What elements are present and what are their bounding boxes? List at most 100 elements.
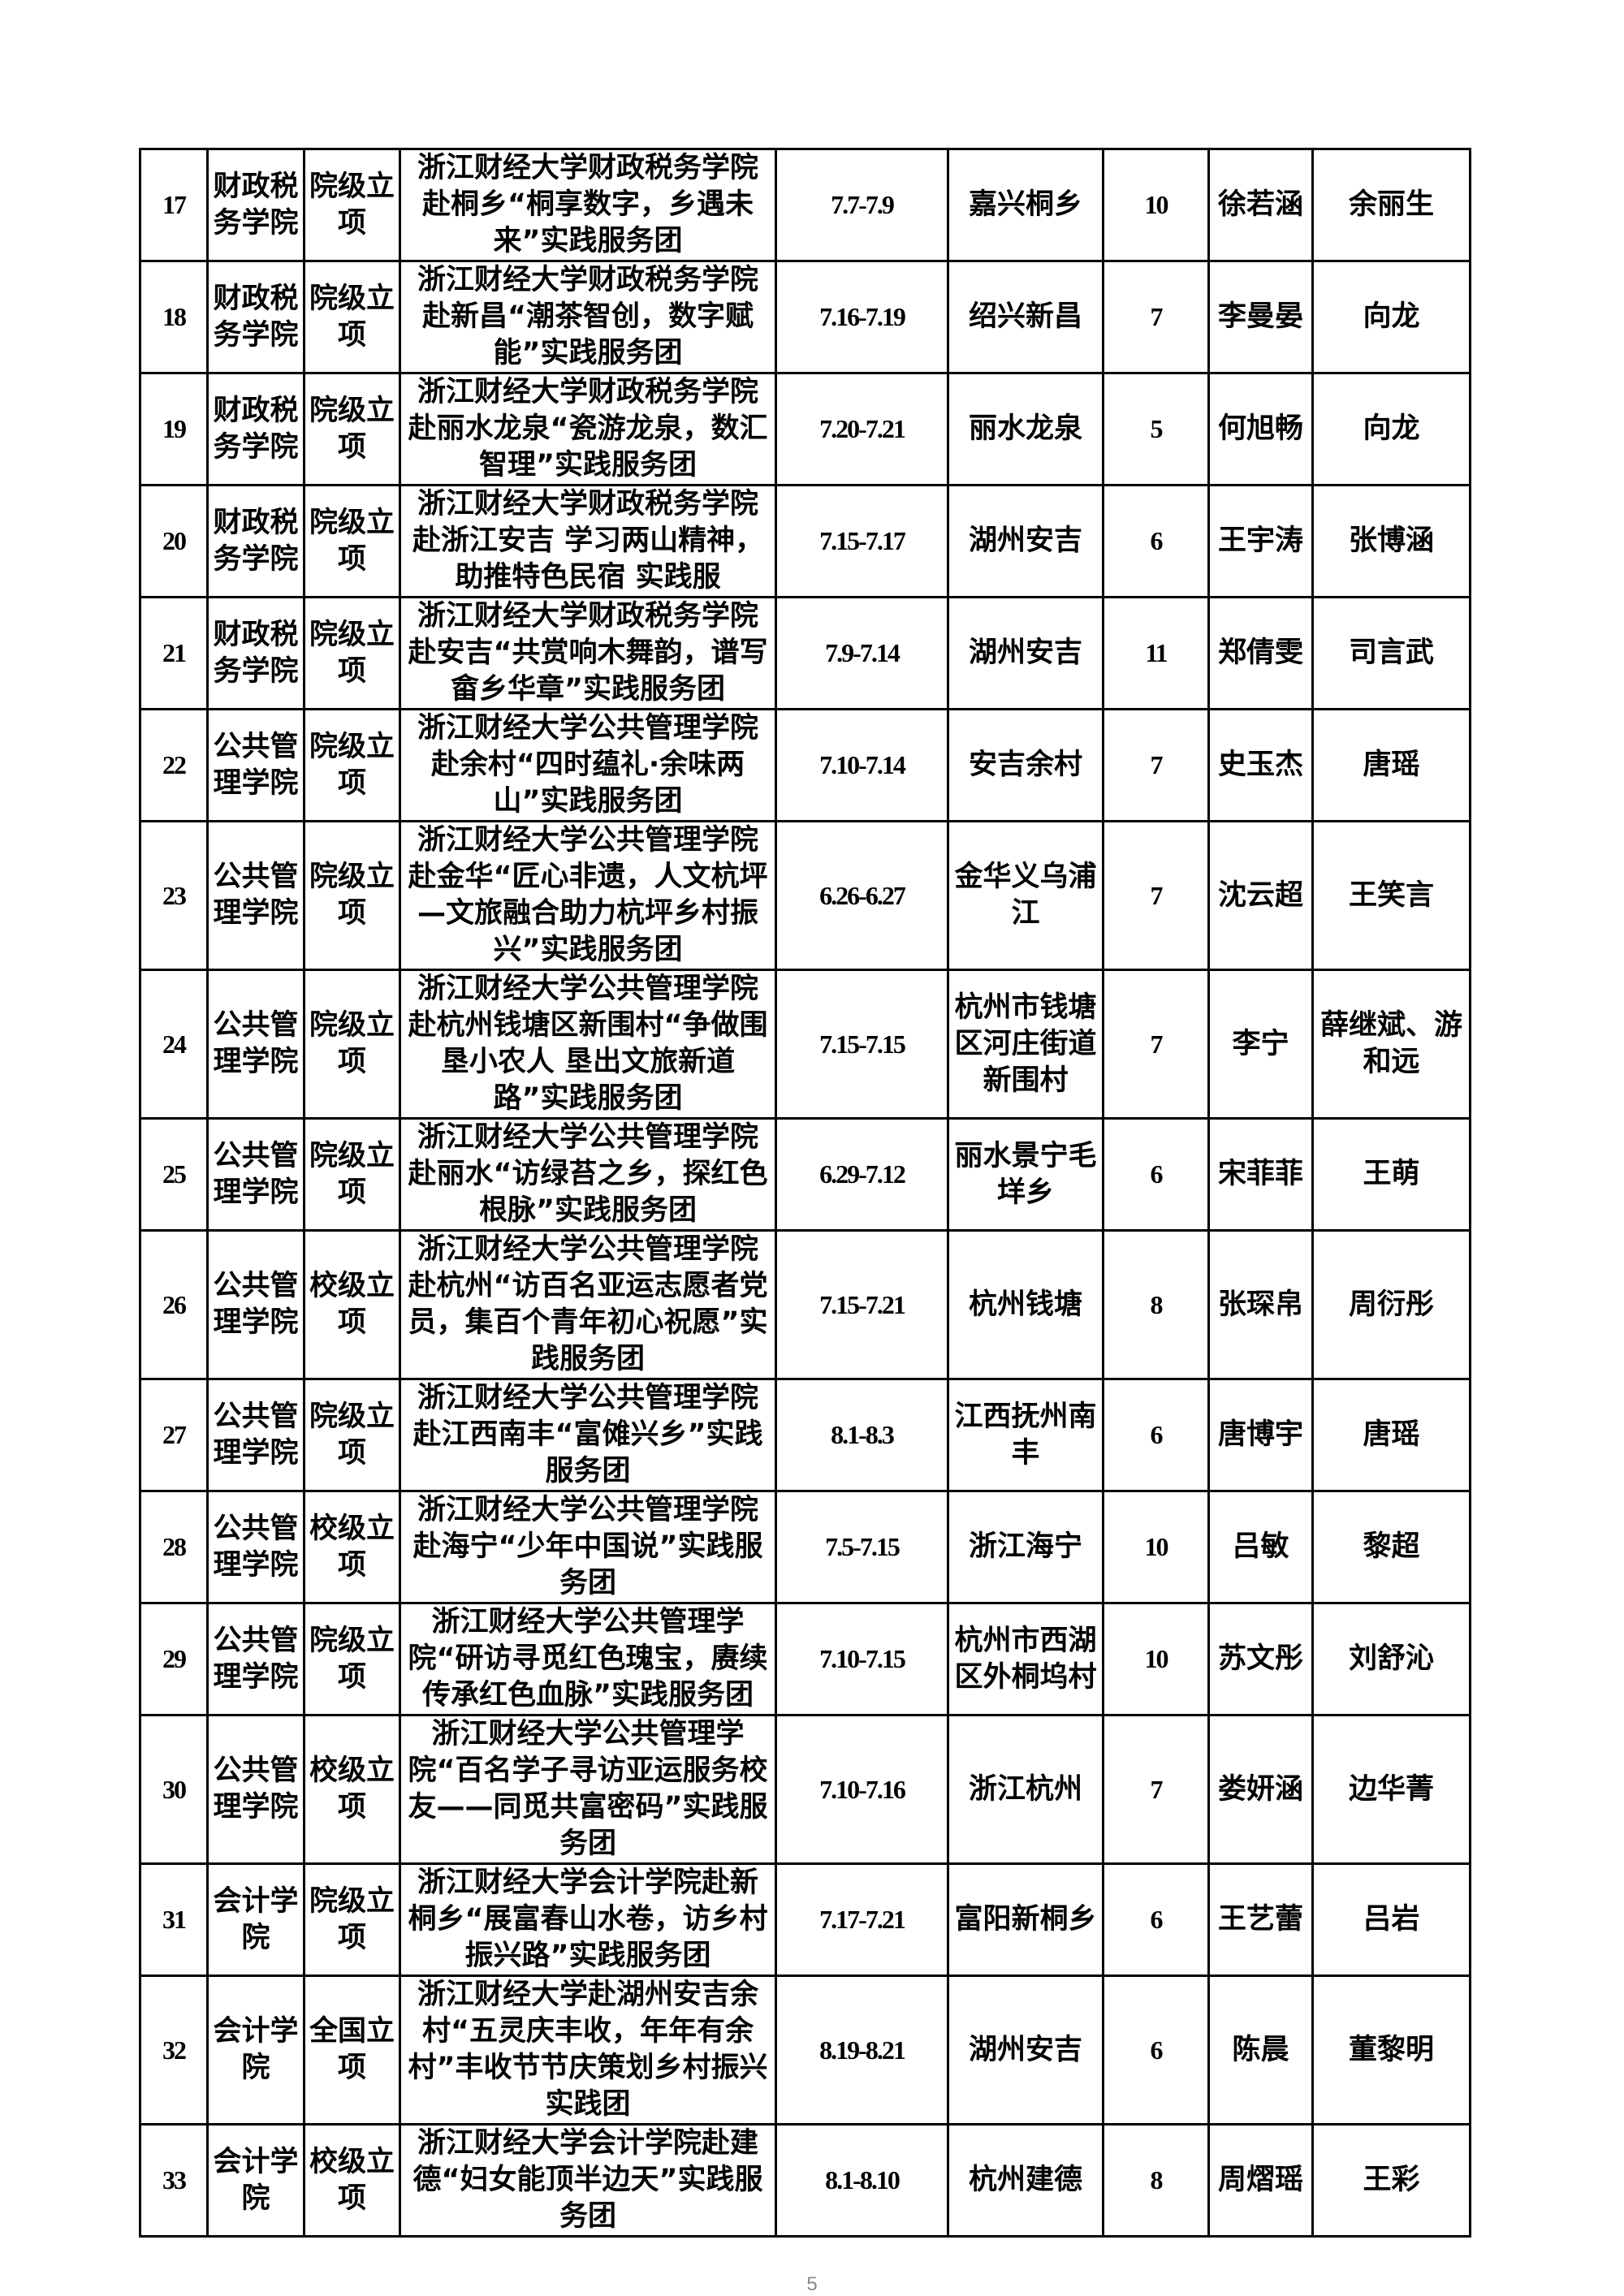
- member-count-cell: 5: [1102, 372, 1210, 486]
- location-cell: 嘉兴桐乡: [947, 148, 1104, 262]
- member-count-cell: 8: [1102, 2123, 1210, 2238]
- level-cell: 院级立项: [303, 1117, 401, 1232]
- dates-cell: 6.29-7.12: [775, 1117, 949, 1232]
- project-name-cell: 浙江财经大学公共管理学院赴丽水“访绿苔之乡，探红色根脉”实践服务团: [399, 1117, 777, 1232]
- location-cell: 丽水龙泉: [947, 372, 1104, 486]
- table-row: 33 会计学院 校级立项 浙江财经大学会计学院赴建德“妇女能顶半边天”实践服务团 8.1…: [139, 2123, 1471, 2238]
- project-name-cell: 浙江财经大学公共管理学院赴杭州钱塘区新围村“争做围垦小农人 垦出文旅新道路”实践…: [399, 969, 777, 1120]
- college-cell: 公共管理学院: [206, 820, 305, 971]
- advisor-cell: 王笑言: [1311, 820, 1471, 971]
- dates-cell: 8.1-8.3: [775, 1378, 949, 1492]
- college-cell: 公共管理学院: [206, 969, 305, 1120]
- level-cell: 院级立项: [303, 1378, 401, 1492]
- college-cell: 公共管理学院: [206, 1378, 305, 1492]
- advisor-cell: 向龙: [1311, 260, 1471, 374]
- member-count-cell: 10: [1102, 1602, 1210, 1716]
- level-cell: 校级立项: [303, 1229, 401, 1380]
- location-cell: 富阳新桐乡: [947, 1862, 1104, 1977]
- leader-cell: 周熠瑶: [1207, 2123, 1314, 2238]
- advisor-cell: 唐瑶: [1311, 708, 1471, 822]
- advisor-cell: 王萌: [1311, 1117, 1471, 1232]
- dates-cell: 8.19-8.21: [775, 1974, 949, 2126]
- dates-cell: 7.10-7.15: [775, 1602, 949, 1716]
- dates-cell: 7.15-7.15: [775, 969, 949, 1120]
- level-cell: 院级立项: [303, 596, 401, 710]
- member-count-cell: 7: [1102, 260, 1210, 374]
- project-name-cell: 浙江财经大学会计学院赴建德“妇女能顶半边天”实践服务团: [399, 2123, 777, 2238]
- advisor-cell: 黎超: [1311, 1490, 1471, 1604]
- leader-cell: 李曼晏: [1207, 260, 1314, 374]
- dates-cell: 7.15-7.17: [775, 484, 949, 598]
- location-cell: 杭州市钱塘区河庄街道新围村: [947, 969, 1104, 1120]
- table-row: 32 会计学院 全国立项 浙江财经大学赴湖州安吉余村“五灵庆丰收，年年有余村”丰收节节…: [139, 1974, 1471, 2126]
- project-name-cell: 浙江财经大学财政税务学院赴丽水龙泉“瓷游龙泉，数汇智理”实践服务团: [399, 372, 777, 486]
- row-number: 28: [139, 1490, 209, 1604]
- location-cell: 湖州安吉: [947, 596, 1104, 710]
- row-number: 27: [139, 1378, 209, 1492]
- project-table: 17 财政税务学院 院级立项 浙江财经大学财政税务学院赴桐乡“桐享数字，乡遇未来”实践…: [139, 148, 1471, 2238]
- project-name-cell: 浙江财经大学财政税务学院赴安吉“共赏响木舞韵，谱写畲乡华章”实践服务团: [399, 596, 777, 710]
- project-name-cell: 浙江财经大学公共管理学院赴海宁“少年中国说”实践服务团: [399, 1490, 777, 1604]
- location-cell: 金华义乌浦江: [947, 820, 1104, 971]
- leader-cell: 史玉杰: [1207, 708, 1314, 822]
- college-cell: 财政税务学院: [206, 484, 305, 598]
- location-cell: 杭州建德: [947, 2123, 1104, 2238]
- table-row: 21 财政税务学院 院级立项 浙江财经大学财政税务学院赴安吉“共赏响木舞韵，谱写畲乡华…: [139, 596, 1471, 710]
- table-row: 17 财政税务学院 院级立项 浙江财经大学财政税务学院赴桐乡“桐享数字，乡遇未来”实践…: [139, 148, 1471, 262]
- table-row: 28 公共管理学院 校级立项 浙江财经大学公共管理学院赴海宁“少年中国说”实践服务团 7…: [139, 1490, 1471, 1604]
- table-row: 27 公共管理学院 院级立项 浙江财经大学公共管理学院赴江西南丰“富傩兴乡”实践服务团…: [139, 1378, 1471, 1492]
- member-count-cell: 6: [1102, 1862, 1210, 1977]
- advisor-cell: 向龙: [1311, 372, 1471, 486]
- project-name-cell: 浙江财经大学财政税务学院赴桐乡“桐享数字，乡遇未来”实践服务团: [399, 148, 777, 262]
- dates-cell: 7.7-7.9: [775, 148, 949, 262]
- project-name-cell: 浙江财经大学公共管理学院“研访寻觅红色瑰宝，赓续传承红色血脉”实践服务团: [399, 1602, 777, 1716]
- advisor-cell: 余丽生: [1311, 148, 1471, 262]
- college-cell: 公共管理学院: [206, 1490, 305, 1604]
- advisor-cell: 王彩: [1311, 2123, 1471, 2238]
- member-count-cell: 6: [1102, 1974, 1210, 2126]
- page-number: 5: [806, 2273, 818, 2295]
- member-count-cell: 11: [1102, 596, 1210, 710]
- leader-cell: 徐若涵: [1207, 148, 1314, 262]
- row-number: 24: [139, 969, 209, 1120]
- dates-cell: 7.10-7.14: [775, 708, 949, 822]
- location-cell: 绍兴新昌: [947, 260, 1104, 374]
- row-number: 18: [139, 260, 209, 374]
- dates-cell: 7.9-7.14: [775, 596, 949, 710]
- table-row: 29 公共管理学院 院级立项 浙江财经大学公共管理学院“研访寻觅红色瑰宝，赓续传承红色…: [139, 1602, 1471, 1716]
- member-count-cell: 7: [1102, 820, 1210, 971]
- member-count-cell: 7: [1102, 969, 1210, 1120]
- dates-cell: 7.16-7.19: [775, 260, 949, 374]
- location-cell: 安吉余村: [947, 708, 1104, 822]
- row-number: 25: [139, 1117, 209, 1232]
- leader-cell: 张琛帛: [1207, 1229, 1314, 1380]
- college-cell: 公共管理学院: [206, 1714, 305, 1865]
- location-cell: 丽水景宁毛垟乡: [947, 1117, 1104, 1232]
- level-cell: 院级立项: [303, 484, 401, 598]
- location-cell: 江西抚州南丰: [947, 1378, 1104, 1492]
- project-name-cell: 浙江财经大学财政税务学院赴浙江安吉 学习两山精神，助推特色民宿 实践服: [399, 484, 777, 598]
- leader-cell: 郑倩雯: [1207, 596, 1314, 710]
- table-row: 18 财政税务学院 院级立项 浙江财经大学财政税务学院赴新昌“潮茶智创，数字赋能”实践…: [139, 260, 1471, 374]
- dates-cell: 7.5-7.15: [775, 1490, 949, 1604]
- leader-cell: 沈云超: [1207, 820, 1314, 971]
- project-name-cell: 浙江财经大学财政税务学院赴新昌“潮茶智创，数字赋能”实践服务团: [399, 260, 777, 374]
- dates-cell: 7.20-7.21: [775, 372, 949, 486]
- location-cell: 杭州市西湖区外桐坞村: [947, 1602, 1104, 1716]
- leader-cell: 唐博宇: [1207, 1378, 1314, 1492]
- table-row: 31 会计学院 院级立项 浙江财经大学会计学院赴新桐乡“展富春山水卷，访乡村振兴路”实…: [139, 1862, 1471, 1977]
- college-cell: 公共管理学院: [206, 1602, 305, 1716]
- advisor-cell: 周衍彤: [1311, 1229, 1471, 1380]
- project-name-cell: 浙江财经大学公共管理学院赴金华“匠心非遗，人文杭坪—文旅融合助力杭坪乡村振兴”实…: [399, 820, 777, 971]
- project-name-cell: 浙江财经大学公共管理学院赴杭州“访百名亚运志愿者党员，集百个青年初心祝愿”实践服…: [399, 1229, 777, 1380]
- level-cell: 院级立项: [303, 820, 401, 971]
- table-row: 24 公共管理学院 院级立项 浙江财经大学公共管理学院赴杭州钱塘区新围村“争做围垦小农…: [139, 969, 1471, 1120]
- member-count-cell: 7: [1102, 708, 1210, 822]
- level-cell: 院级立项: [303, 260, 401, 374]
- level-cell: 院级立项: [303, 148, 401, 262]
- table-row: 22 公共管理学院 院级立项 浙江财经大学公共管理学院赴余村“四时蕴礼·余味两山”实践…: [139, 708, 1471, 822]
- row-number: 33: [139, 2123, 209, 2238]
- table-row: 25 公共管理学院 院级立项 浙江财经大学公共管理学院赴丽水“访绿苔之乡，探红色根脉”…: [139, 1117, 1471, 1232]
- dates-cell: 7.15-7.21: [775, 1229, 949, 1380]
- location-cell: 杭州钱塘: [947, 1229, 1104, 1380]
